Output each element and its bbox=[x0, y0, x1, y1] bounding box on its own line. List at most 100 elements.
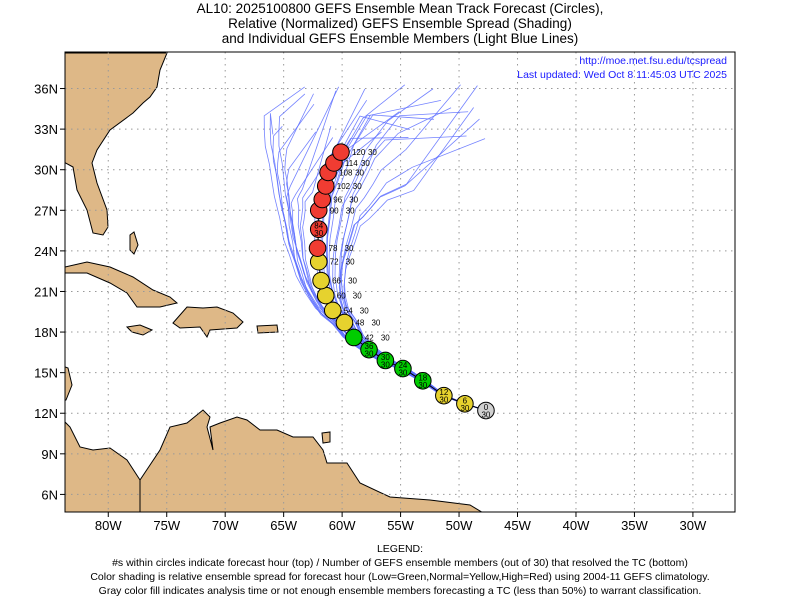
track-point-102: 102 30 bbox=[316, 177, 362, 195]
forecast-hour: 0 bbox=[484, 403, 489, 412]
member-count: 30 bbox=[381, 333, 390, 342]
land-puerto-rico bbox=[256, 324, 279, 334]
track-circle bbox=[312, 271, 330, 290]
y-tick-label: 15N bbox=[34, 366, 58, 381]
track-point-42: 42 30 bbox=[345, 328, 390, 347]
x-tick-label: 40W bbox=[563, 518, 590, 533]
source-url[interactable]: http://moe.met.fsu.edu/tcspread bbox=[579, 55, 727, 67]
track-circle bbox=[308, 239, 327, 257]
member-count: 30 bbox=[381, 360, 390, 369]
track-circle bbox=[394, 359, 412, 378]
track-point-96: 96 30 bbox=[313, 190, 359, 209]
land-bahamas bbox=[129, 231, 139, 255]
forecast-hour: 72 bbox=[330, 258, 339, 267]
track-circle bbox=[376, 351, 395, 370]
member-count: 30 bbox=[346, 206, 355, 215]
x-tick-label: 80W bbox=[95, 518, 122, 533]
grid-lines bbox=[65, 52, 735, 512]
forecast-hour: 78 bbox=[329, 244, 338, 253]
member-count: 30 bbox=[361, 159, 370, 168]
track-circle bbox=[309, 220, 328, 239]
track-circle bbox=[345, 328, 363, 347]
x-tick-label: 60W bbox=[329, 518, 356, 533]
land-south-america bbox=[139, 409, 483, 512]
member-count: 30 bbox=[398, 369, 407, 378]
y-tick-label: 30N bbox=[34, 163, 58, 178]
member-count: 30 bbox=[418, 381, 427, 390]
forecast-hour: 114 bbox=[345, 159, 358, 168]
legend-line-2: Color shading is relative ensemble sprea… bbox=[90, 571, 710, 583]
member-count: 30 bbox=[460, 404, 469, 413]
member-count: 30 bbox=[439, 396, 448, 405]
track-circle bbox=[456, 394, 474, 413]
x-tick-label: 45W bbox=[504, 518, 531, 533]
y-tick-label: 18N bbox=[34, 325, 58, 340]
land-central-america bbox=[65, 421, 141, 512]
forecast-hour: 102 bbox=[337, 182, 351, 191]
member-count: 30 bbox=[481, 411, 490, 420]
legend-heading: LEGEND: bbox=[376, 543, 424, 555]
title-line-2: Relative (Normalized) GEFS Ensemble Spre… bbox=[228, 16, 572, 31]
last-updated: Last updated: Wed Oct 8 11:45:03 UTC 202… bbox=[517, 69, 727, 81]
forecast-hour: 36 bbox=[365, 342, 374, 351]
track-circle bbox=[435, 386, 453, 405]
track-point-6: 630 bbox=[456, 394, 474, 413]
y-tick-label: 27N bbox=[34, 203, 58, 218]
member-count: 30 bbox=[314, 229, 323, 238]
track-circle bbox=[332, 143, 350, 161]
track-circle bbox=[316, 286, 335, 305]
land-jamaica bbox=[125, 324, 154, 336]
forecast-hour: 6 bbox=[463, 396, 468, 405]
track-point-78: 78 30 bbox=[308, 239, 354, 257]
track-circle bbox=[335, 313, 354, 332]
x-tick-label: 70W bbox=[212, 518, 239, 533]
track-circle bbox=[477, 401, 495, 420]
axes: 80W 75W 70W 65W 60W 55W 50W 45W 40W 35W 30W 6N 9N 12N… bbox=[34, 82, 707, 533]
land-yucatan bbox=[65, 366, 73, 401]
forecast-hour: 54 bbox=[344, 306, 353, 315]
y-tick-label: 24N bbox=[34, 244, 58, 259]
y-tick-label: 33N bbox=[34, 122, 58, 137]
member-count: 30 bbox=[371, 319, 380, 328]
forecast-hour: 60 bbox=[337, 292, 346, 301]
forecast-hour: 30 bbox=[381, 353, 390, 362]
forecast-hour: 90 bbox=[330, 206, 339, 215]
legend-line-3: Gray color fill indicates analysis time … bbox=[98, 585, 702, 597]
forecast-hour: 84 bbox=[314, 222, 323, 231]
track-point-72: 72 30 bbox=[309, 252, 355, 271]
member-count: 30 bbox=[348, 277, 357, 286]
forecast-hour: 42 bbox=[365, 333, 374, 342]
ensemble-member-line bbox=[276, 103, 487, 411]
member-count: 30 bbox=[353, 292, 362, 301]
x-tick-label: 50W bbox=[446, 518, 473, 533]
member-count: 30 bbox=[345, 244, 354, 253]
y-tick-label: 21N bbox=[34, 284, 58, 299]
member-count: 30 bbox=[368, 148, 377, 157]
forecast-hour: 66 bbox=[332, 277, 341, 286]
forecast-hour: 18 bbox=[418, 373, 427, 382]
title-line-1: AL10: 2025100800 GEFS Ensemble Mean Trac… bbox=[196, 1, 604, 16]
x-tick-label: 30W bbox=[680, 518, 707, 533]
forecast-hour: 24 bbox=[398, 361, 407, 370]
legend-line-1: #s within circles indicate forecast hour… bbox=[112, 557, 688, 569]
x-tick-label: 65W bbox=[270, 518, 297, 533]
ensemble-member-line bbox=[269, 113, 487, 411]
land-hispaniola bbox=[172, 306, 244, 339]
member-count: 30 bbox=[346, 258, 355, 267]
member-count: 30 bbox=[355, 168, 364, 177]
y-tick-label: 9N bbox=[41, 447, 58, 462]
forecast-hour: 12 bbox=[439, 388, 448, 397]
member-count: 30 bbox=[353, 182, 362, 191]
y-tick-label: 36N bbox=[34, 82, 58, 97]
track-point-66: 66 30 bbox=[312, 271, 358, 290]
x-tick-label: 75W bbox=[153, 518, 180, 533]
